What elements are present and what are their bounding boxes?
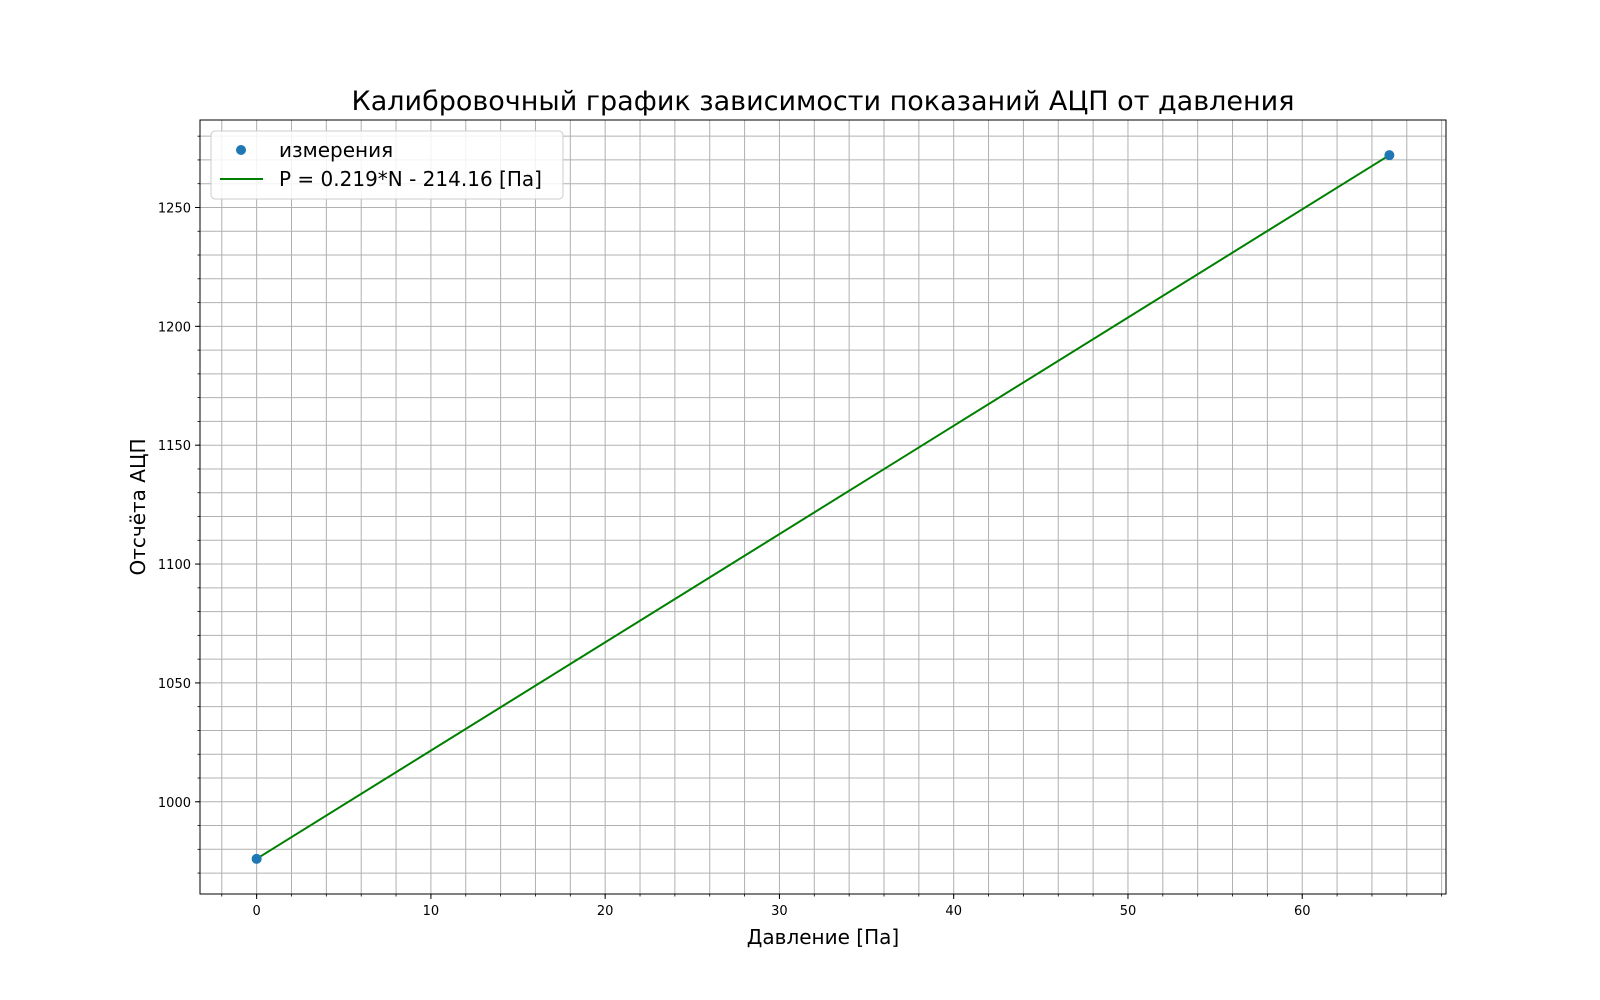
y-tick-label: 1100 xyxy=(158,558,191,573)
legend-label-fit-line: P = 0.219*N - 214.16 [Па] xyxy=(279,167,542,191)
axis-ticks: 0 10 20 30 40 50 60 1000 1050 1100 1150 1200 1250 xyxy=(158,135,1443,919)
x-tick-label: 40 xyxy=(945,904,962,919)
legend-box xyxy=(210,130,564,200)
y-tick-label: 1050 xyxy=(158,677,191,692)
x-tick-label: 50 xyxy=(1120,904,1137,919)
y-axis-label: Отсчёта АЦП xyxy=(126,438,150,575)
plot-frame xyxy=(199,119,1447,895)
legend-label-measurements: измерения xyxy=(279,138,393,162)
legend-marker-measurements xyxy=(236,145,246,155)
data-point xyxy=(251,853,262,864)
y-tick-label: 1000 xyxy=(158,796,191,811)
chart-title: Калибровочный график зависимости показан… xyxy=(352,86,1295,117)
y-tick-label: 1150 xyxy=(158,439,191,454)
x-tick-label: 20 xyxy=(597,904,614,919)
x-tick-label: 10 xyxy=(423,904,440,919)
x-tick-label: 0 xyxy=(252,904,260,919)
x-tick-label: 30 xyxy=(771,904,788,919)
grid xyxy=(200,120,1446,894)
x-tick-label: 60 xyxy=(1294,904,1311,919)
y-tick-label: 1200 xyxy=(158,320,191,335)
fit-line xyxy=(256,154,1390,860)
plot-series xyxy=(251,150,1395,864)
data-point xyxy=(1384,150,1395,161)
legend: измерения P = 0.219*N - 214.16 [Па] xyxy=(210,130,564,200)
x-axis-label: Давление [Па] xyxy=(747,925,899,949)
y-tick-label: 1250 xyxy=(158,201,191,216)
